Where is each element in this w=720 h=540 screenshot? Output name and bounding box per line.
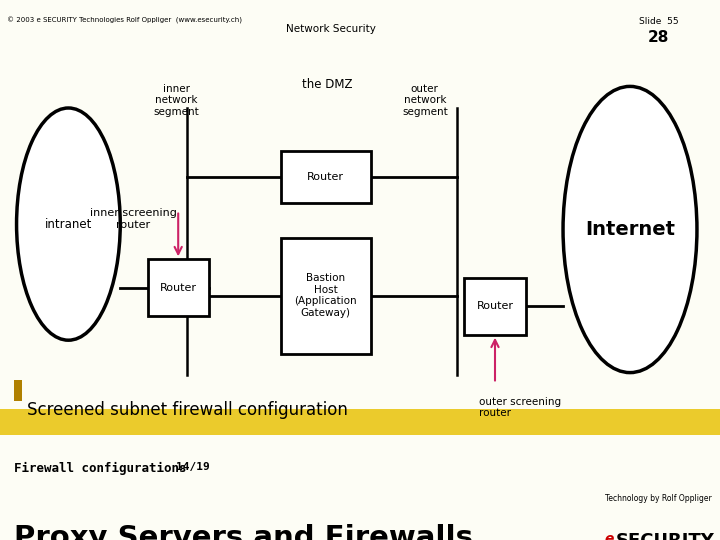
FancyBboxPatch shape xyxy=(281,238,371,354)
Text: outer
network
segment: outer network segment xyxy=(402,84,448,117)
Text: Router: Router xyxy=(477,301,513,312)
Text: inner screening
router: inner screening router xyxy=(90,208,176,230)
Ellipse shape xyxy=(563,86,697,373)
Text: 28: 28 xyxy=(648,30,670,45)
Text: outer screening
router: outer screening router xyxy=(479,397,561,418)
FancyBboxPatch shape xyxy=(464,278,526,335)
Text: Router: Router xyxy=(160,282,197,293)
Text: intranet: intranet xyxy=(45,218,92,231)
Text: Slide  55: Slide 55 xyxy=(639,17,679,26)
Text: Proxy Servers and Firewalls: Proxy Servers and Firewalls xyxy=(14,524,474,540)
Text: SECURITY: SECURITY xyxy=(616,532,714,540)
Text: Screened subnet firewall configuration: Screened subnet firewall configuration xyxy=(27,401,348,418)
FancyBboxPatch shape xyxy=(14,380,22,401)
Text: Firewall configurations: Firewall configurations xyxy=(14,462,187,475)
Ellipse shape xyxy=(17,108,120,340)
Text: Internet: Internet xyxy=(585,220,675,239)
Text: Router: Router xyxy=(307,172,344,182)
Text: inner
network
segment: inner network segment xyxy=(153,84,199,117)
Text: Network Security: Network Security xyxy=(287,24,376,35)
FancyBboxPatch shape xyxy=(148,259,209,316)
Text: 14/19: 14/19 xyxy=(176,462,210,472)
Text: © 2003 e SECURITY Technologies Rolf Oppliger  (www.esecurity.ch): © 2003 e SECURITY Technologies Rolf Oppl… xyxy=(7,17,242,24)
FancyBboxPatch shape xyxy=(281,151,371,202)
Text: the DMZ: the DMZ xyxy=(302,78,353,91)
Text: Bastion
Host
(Application
Gateway): Bastion Host (Application Gateway) xyxy=(294,273,357,318)
Text: Technology by Rolf Oppliger: Technology by Rolf Oppliger xyxy=(605,494,711,503)
Text: e: e xyxy=(605,532,614,540)
FancyBboxPatch shape xyxy=(0,409,720,435)
